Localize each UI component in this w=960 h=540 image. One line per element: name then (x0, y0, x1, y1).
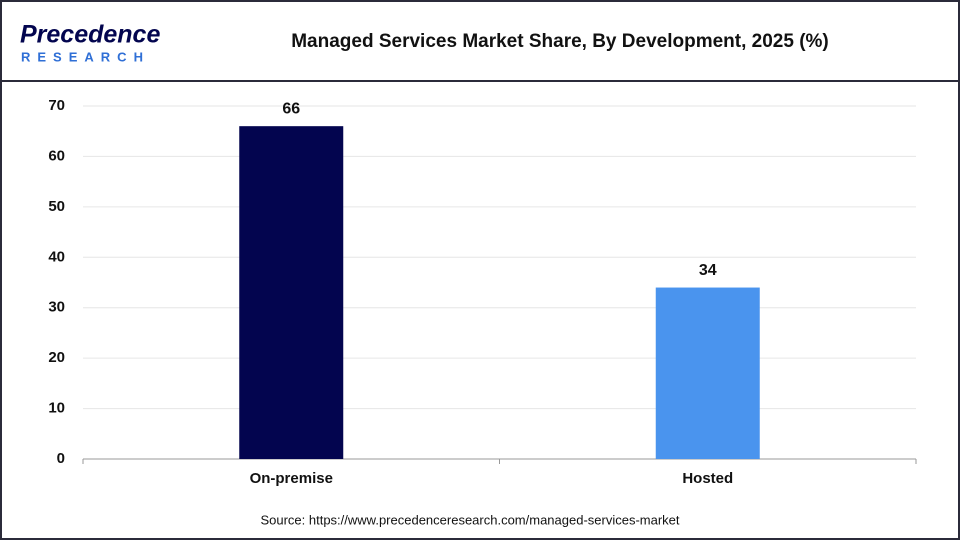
y-tick-label: 70 (48, 97, 65, 114)
x-tick-label: Hosted (682, 470, 733, 487)
y-tick-label: 10 (48, 400, 65, 417)
value-label: 34 (699, 262, 717, 279)
y-tick-label: 50 (48, 198, 65, 215)
y-tick-label: 30 (48, 299, 65, 316)
bar (655, 287, 760, 459)
chart-title: Managed Services Market Share, By Develo… (291, 31, 829, 52)
y-tick-label: 20 (48, 349, 65, 366)
x-tick-label: On-premise (250, 470, 333, 487)
y-tick-label: 40 (48, 248, 65, 265)
value-label: 66 (282, 100, 300, 117)
source: Source: https://www.precedenceresearch.c… (260, 512, 679, 527)
logo-sub: RESEARCH (21, 49, 150, 64)
bar (239, 126, 344, 460)
y-tick-label: 0 (57, 450, 65, 467)
y-tick-label: 60 (48, 147, 65, 164)
logo-name: Precedence (20, 21, 160, 49)
